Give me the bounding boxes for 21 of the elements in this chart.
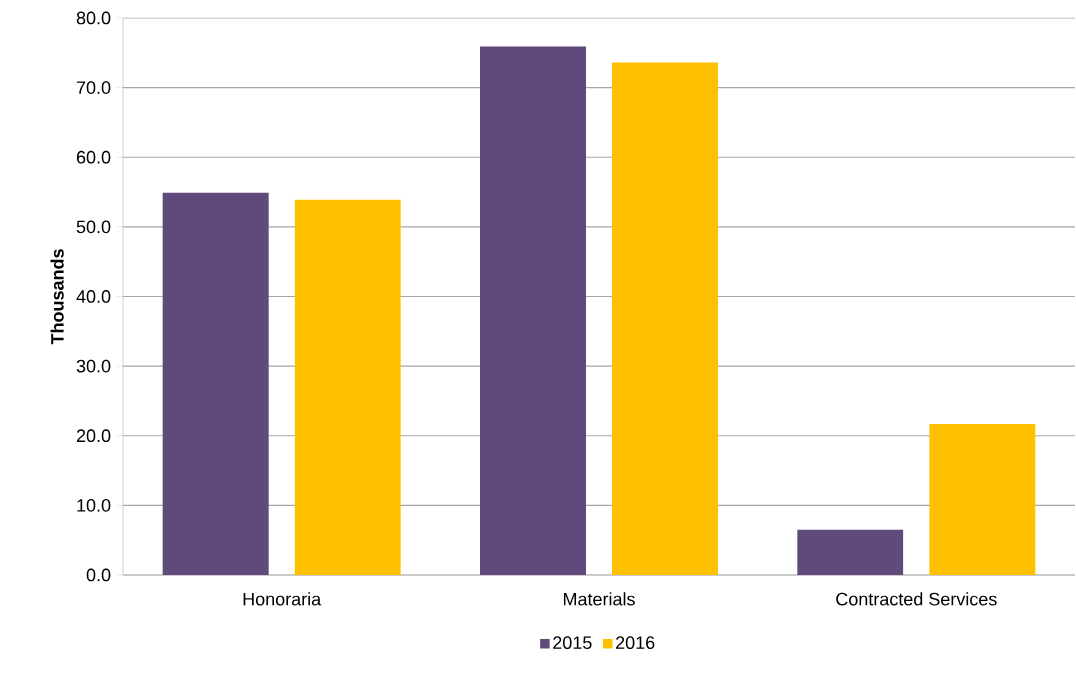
y-tick-label: 10.0	[77, 498, 111, 512]
y-tick-label: 60.0	[76, 150, 111, 164]
y-tick-label: 20.0	[76, 429, 111, 443]
y-tick-label: 80.0	[76, 11, 111, 25]
bar	[294, 199, 401, 575]
y-tick-label: 40.0	[76, 290, 111, 303]
legend-label: 2016	[616, 636, 655, 650]
y-tick-label: 70.0	[76, 81, 111, 94]
bar	[480, 46, 586, 575]
y-axis-title: Thousands	[50, 249, 64, 345]
bar	[162, 192, 269, 575]
y-tick-label: 50.0	[76, 220, 111, 234]
x-tick-label: Materials	[563, 592, 635, 606]
bar	[612, 62, 718, 575]
x-tick-label: Contracted Services	[836, 592, 997, 606]
bar	[797, 529, 904, 575]
legend-label: 2015	[553, 636, 592, 650]
y-tick-label: 0.0	[86, 568, 111, 582]
bar	[929, 423, 1036, 575]
x-tick-label: Honoraria	[243, 592, 322, 606]
y-tick-label: 30.0	[76, 359, 111, 373]
